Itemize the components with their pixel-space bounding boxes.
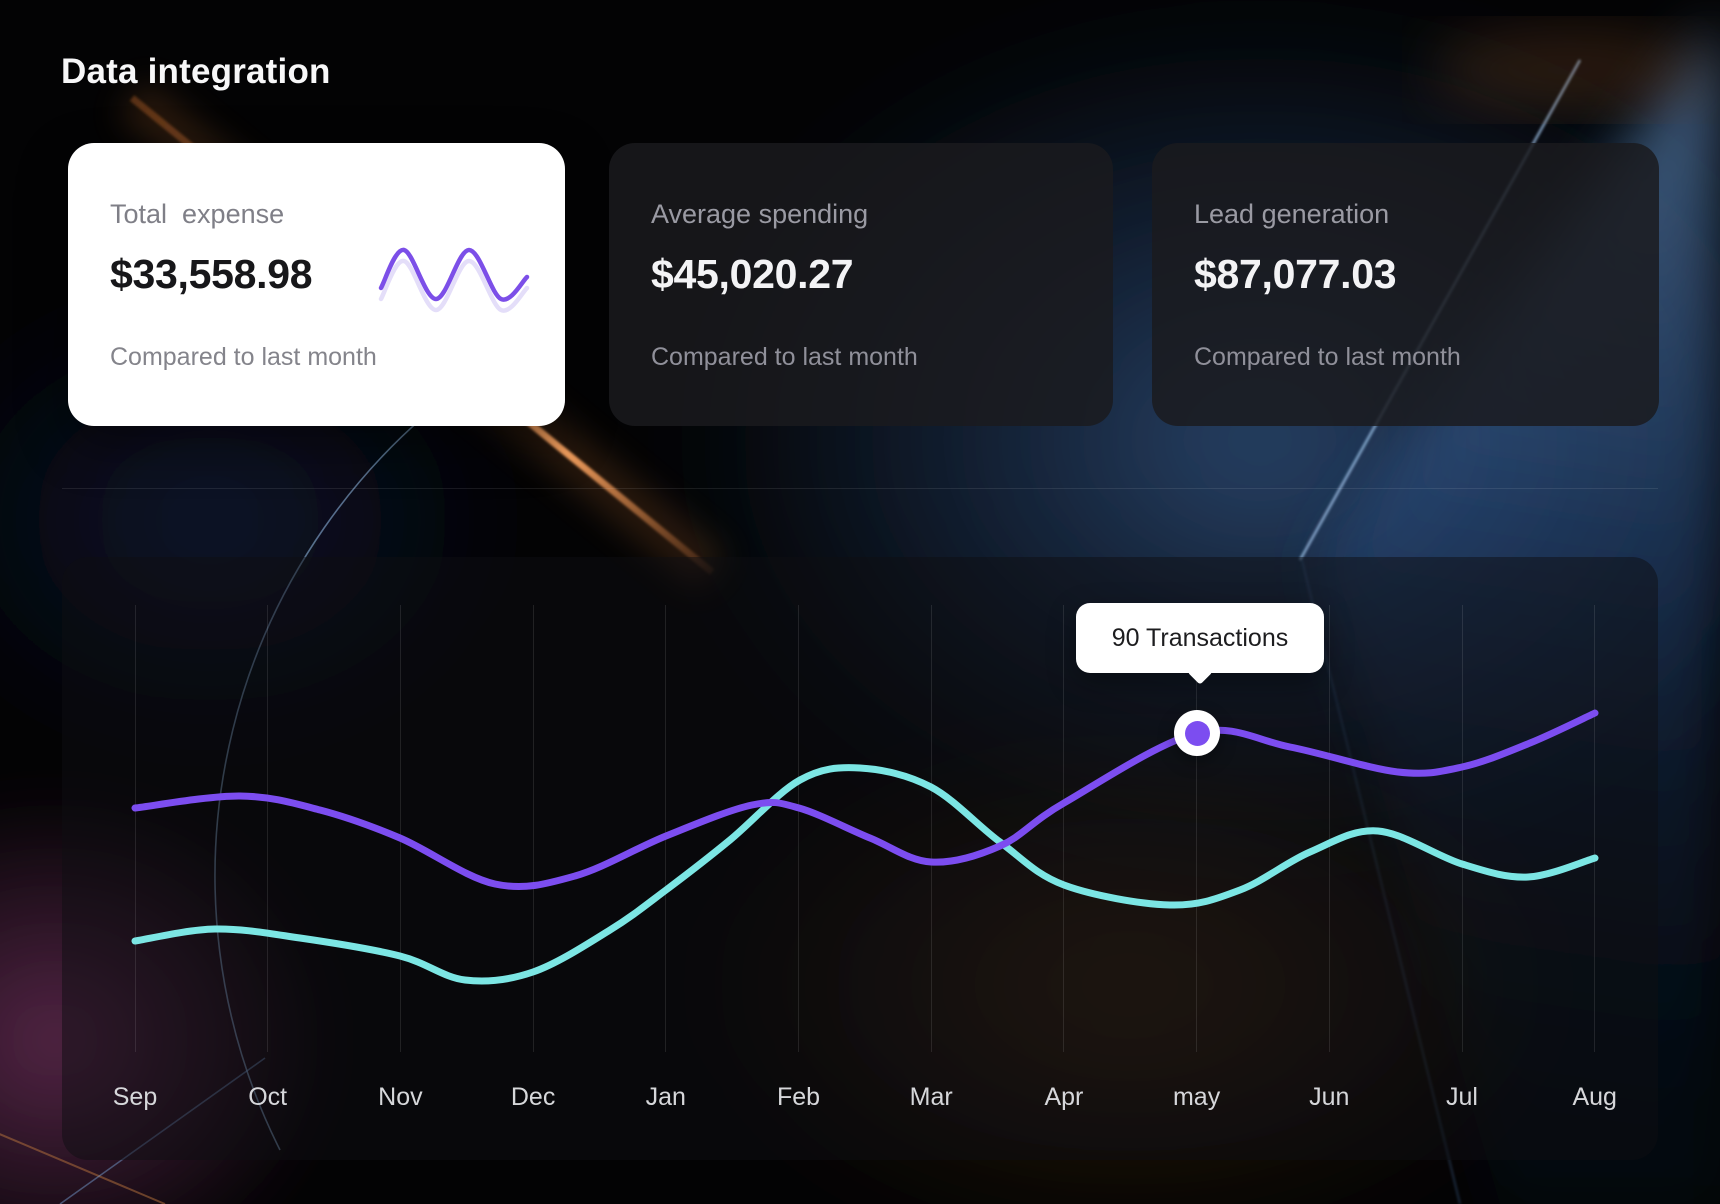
stat-value: $45,020.27	[651, 251, 854, 297]
axis-label-may: may	[1172, 1083, 1221, 1111]
axis-label-Sep: Sep	[112, 1083, 158, 1111]
stat-label: Lead generation	[1194, 199, 1390, 229]
gridline-Jul	[1461, 605, 1463, 1052]
stat-card-total-expense: Total expense $33,558.98 Compared to las…	[68, 143, 565, 426]
axis-label-Aug: Aug	[1572, 1083, 1617, 1111]
axis-label-Oct: Oct	[248, 1083, 288, 1111]
axis-label-Jul: Jul	[1446, 1083, 1478, 1111]
gridline-Dec	[532, 605, 534, 1052]
stat-footnote: Compared to last month	[651, 343, 918, 371]
stat-label: Average spending	[651, 199, 869, 229]
gridline-Jun	[1328, 605, 1330, 1052]
chart-tooltip-label: 90 Transactions	[1111, 623, 1289, 652]
sparkline-echo	[378, 258, 530, 313]
axis-label-Jan: Jan	[645, 1083, 686, 1111]
chart-panel[interactable]	[62, 557, 1658, 1160]
axis-label-Nov: Nov	[378, 1083, 423, 1111]
axis-label-Apr: Apr	[1044, 1083, 1084, 1111]
stat-card-lead-generation: Lead generation $87,077.03 Compared to l…	[1152, 143, 1659, 426]
gridline-Aug	[1594, 605, 1596, 1052]
stat-value: $87,077.03	[1194, 251, 1397, 297]
gridline-Oct	[267, 605, 269, 1052]
gridline-Mar	[930, 605, 932, 1052]
axis-label-Dec: Dec	[510, 1083, 556, 1111]
stat-footnote: Compared to last month	[110, 343, 377, 371]
bg-topright-smudge	[1430, 25, 1710, 115]
chart-tooltip: 90 Transactions	[1076, 603, 1324, 673]
stat-card-average-spending: Average spending $45,020.27 Compared to …	[609, 143, 1113, 426]
sparkline-wave-icon	[378, 247, 530, 313]
page-title: Data integration	[61, 52, 331, 91]
gridline-Apr	[1063, 605, 1065, 1052]
stat-label: Total expense	[110, 199, 285, 229]
stat-value: $33,558.98	[110, 251, 313, 297]
gridline-Sep	[134, 605, 136, 1052]
axis-label-Jun: Jun	[1309, 1083, 1350, 1111]
data-point-marker[interactable]	[1174, 710, 1220, 756]
gridline-Nov	[399, 605, 401, 1052]
bg-corner-orange-line	[0, 1133, 166, 1204]
stat-footnote: Compared to last month	[1194, 343, 1461, 371]
section-divider	[62, 488, 1658, 489]
axis-label-Feb: Feb	[776, 1083, 821, 1111]
data-point-dot	[1184, 720, 1210, 746]
gridline-Jan	[665, 605, 667, 1052]
sparkline-line	[378, 247, 530, 302]
gridline-Feb	[798, 605, 799, 1052]
axis-label-Mar: Mar	[909, 1083, 953, 1111]
